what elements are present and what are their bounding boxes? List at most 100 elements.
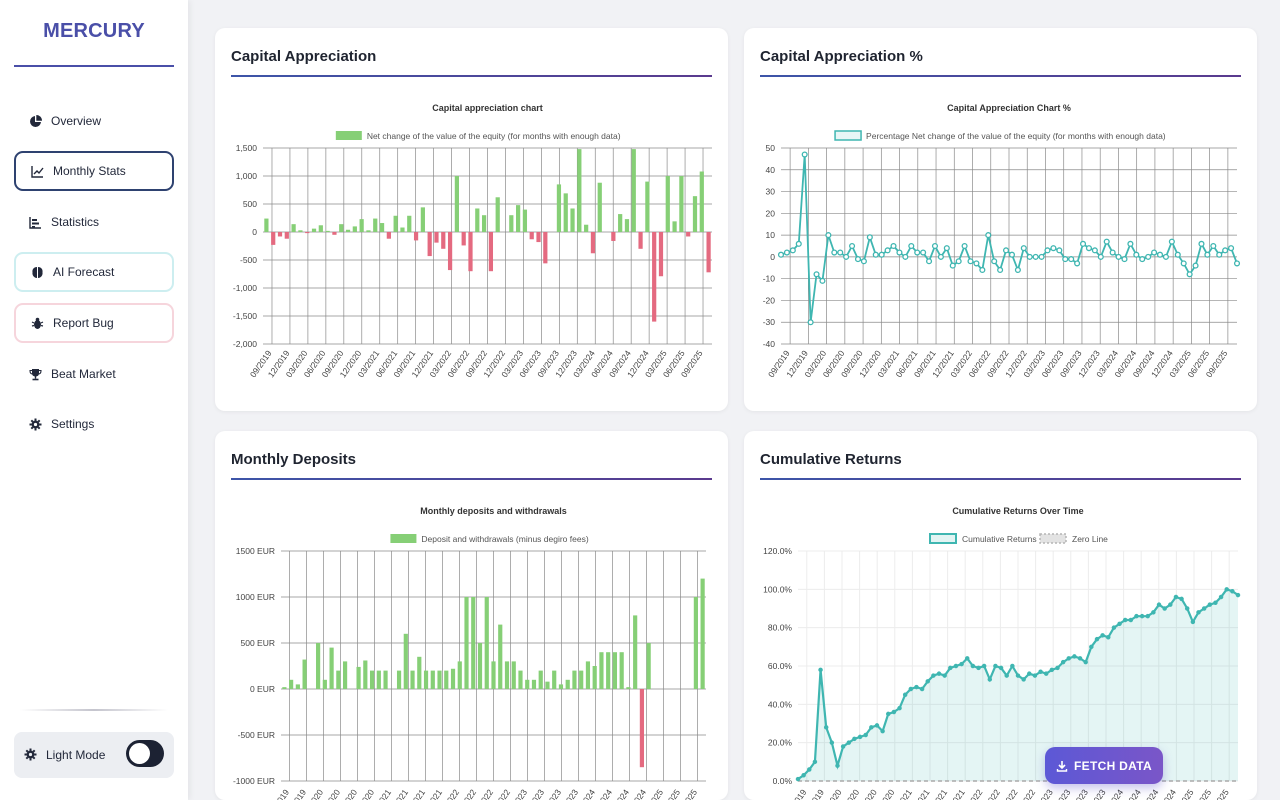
data-point [1085, 245, 1092, 252]
bar [427, 232, 432, 257]
data-point [854, 256, 862, 263]
bar [447, 232, 453, 271]
data-point [1168, 602, 1173, 607]
bar [305, 232, 310, 234]
data-point [880, 728, 885, 734]
legend-label: Net change of the value of the equity (f… [367, 131, 621, 141]
sidebar-item-statistics[interactable]: Statistics [14, 202, 174, 242]
data-point [1204, 251, 1211, 258]
data-point [997, 266, 1004, 274]
bar [631, 149, 636, 232]
fetch-data-button[interactable]: FETCH DATA [1045, 747, 1163, 784]
sidebar-item-ai-forecast[interactable]: AI Forecast [14, 252, 174, 292]
bar [291, 224, 296, 232]
bar [679, 176, 684, 232]
data-point [801, 772, 806, 778]
sidebar-item-overview[interactable]: Overview [14, 101, 174, 141]
bar [511, 661, 516, 689]
line-chart-icon [30, 164, 44, 178]
sidebar-item-beat-market[interactable]: Beat Market [14, 354, 174, 394]
data-point [777, 251, 785, 258]
bar [376, 670, 381, 689]
data-point [1083, 659, 1088, 665]
data-point [1066, 656, 1072, 661]
sidebar-item-report-bug[interactable]: Report Bug [14, 303, 174, 343]
bar [633, 615, 638, 689]
bar [638, 232, 643, 249]
data-point [1021, 677, 1026, 682]
chart-title: Capital appreciation chart [432, 103, 543, 113]
bar [624, 219, 630, 232]
y-tick-label: -20 [763, 295, 776, 305]
sidebar-item-monthly-stats[interactable]: Monthly Stats [14, 151, 174, 191]
data-point [985, 232, 992, 239]
bar [322, 679, 327, 689]
sidebar-item-settings[interactable]: Settings [14, 404, 174, 444]
data-point [866, 234, 873, 241]
data-point [1145, 613, 1150, 619]
y-tick-label: 0 [252, 227, 257, 237]
data-point [807, 767, 812, 772]
data-point [1091, 247, 1098, 254]
y-tick-label: -1000 EUR [233, 776, 275, 786]
sidebar-item-label: Monthly Stats [53, 164, 126, 178]
data-point [1228, 245, 1235, 252]
bar [363, 660, 368, 689]
theme-toggle[interactable] [126, 740, 164, 767]
bar [611, 232, 616, 241]
cumulative-returns-chart: Cumulative Returns Over Time Cumulative R… [763, 506, 1241, 800]
bar [400, 227, 405, 232]
bar [585, 661, 591, 689]
bar-chart-icon [28, 215, 42, 229]
data-point [1133, 251, 1140, 258]
legend-label: Cumulative Returns [962, 534, 1037, 544]
capital-appreciation-chart: Capital appreciation chart Net change of … [233, 103, 712, 379]
data-point [1210, 242, 1217, 250]
bar [284, 232, 289, 239]
data-point [1196, 610, 1201, 615]
bar [302, 659, 307, 689]
y-tick-label: 80.0% [768, 623, 793, 633]
data-point [1111, 625, 1117, 630]
brand-logo[interactable]: MERCURY [43, 20, 145, 42]
sidebar-item-label: Settings [51, 417, 95, 431]
data-point [953, 663, 959, 669]
data-point [795, 240, 802, 247]
data-point [1180, 260, 1187, 267]
y-tick-label: 1,500 [236, 143, 258, 153]
y-tick-label: -2,000 [233, 339, 257, 349]
bar [342, 661, 348, 689]
data-point [1216, 251, 1223, 258]
data-point [1139, 256, 1146, 263]
data-point [1074, 260, 1081, 267]
legend-label: Percentage Net change of the value of th… [866, 131, 1166, 141]
data-point [902, 692, 908, 697]
y-tick-label: 40.0% [768, 699, 793, 709]
data-point [812, 759, 818, 765]
bar [366, 230, 371, 232]
bar [434, 232, 439, 243]
data-point [1117, 621, 1122, 627]
data-point [1010, 663, 1015, 669]
bar [461, 232, 466, 246]
data-point [896, 249, 903, 256]
bar [658, 232, 664, 277]
card-title: Capital Appreciation [231, 48, 377, 65]
sidebar-item-label: AI Forecast [53, 265, 115, 279]
data-point [926, 258, 933, 265]
data-point [919, 686, 925, 692]
bar [692, 196, 698, 232]
bar [454, 176, 459, 232]
y-tick-label: 0.0% [773, 776, 793, 786]
data-point [1145, 253, 1152, 260]
bar [379, 223, 385, 232]
bar [477, 643, 483, 689]
chart-title: Monthly deposits and withdrawals [420, 506, 567, 516]
y-tick-label: 0 [770, 252, 775, 262]
bar [457, 661, 462, 689]
bar [665, 176, 670, 232]
data-point [1094, 636, 1100, 642]
data-point [1201, 606, 1207, 611]
data-point [1213, 600, 1218, 605]
bar [584, 224, 589, 232]
